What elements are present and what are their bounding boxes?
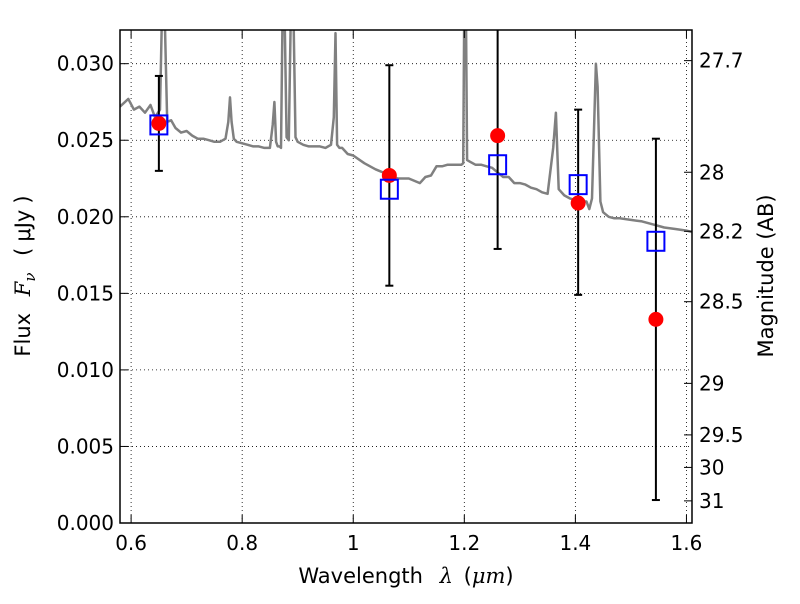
y-tick-label: 0.025 bbox=[57, 128, 114, 152]
x-axis-label-symbol: λ bbox=[439, 564, 453, 588]
observed-flux-point bbox=[570, 195, 586, 211]
model-flux-square bbox=[568, 174, 588, 196]
right-tick-label: 29.5 bbox=[699, 423, 744, 447]
y-tick-label: 0.015 bbox=[57, 281, 114, 305]
right-tick-label: 28 bbox=[699, 160, 724, 184]
right-axis-label: Magnitude (AB) bbox=[754, 194, 778, 357]
plot-area bbox=[120, 30, 692, 502]
right-tick-label: 30 bbox=[699, 455, 724, 479]
right-tick-label: 27.7 bbox=[699, 49, 744, 73]
right-tick-label: 28.2 bbox=[699, 219, 744, 243]
y-axis-label-unit: μJy bbox=[11, 210, 35, 242]
x-axis-label-unit: μm bbox=[472, 564, 506, 588]
y-axis-label: Flux Fν (μJy) bbox=[11, 195, 40, 356]
x-tick-label: 0.6 bbox=[115, 531, 147, 555]
model-flux-square bbox=[379, 178, 399, 200]
plot-frame bbox=[119, 29, 693, 524]
y-axis-label-text: Flux bbox=[11, 313, 35, 357]
x-tick-label: 1 bbox=[347, 531, 360, 555]
model-flux-square bbox=[646, 230, 666, 252]
y-tick-label: 0.005 bbox=[57, 434, 114, 458]
model-flux-square bbox=[149, 114, 169, 136]
x-axis-label-text: Wavelength bbox=[298, 564, 423, 588]
x-tick-label: 1.2 bbox=[448, 531, 480, 555]
observed-flux-point bbox=[151, 115, 167, 131]
y-tick-label: 0.010 bbox=[57, 358, 114, 382]
model-flux-square bbox=[488, 154, 508, 176]
x-tick-label: 1.4 bbox=[559, 531, 591, 555]
y-axis-label-symbol: F bbox=[11, 280, 35, 297]
observed-flux-point bbox=[490, 128, 506, 144]
right-tick-label: 31 bbox=[699, 489, 724, 513]
y-tick-label: 0.020 bbox=[57, 205, 114, 229]
grid-lines bbox=[120, 30, 692, 524]
observed-flux-point bbox=[648, 311, 664, 327]
x-tick-label: 1.6 bbox=[671, 531, 703, 555]
y-axis-label-subscript: ν bbox=[21, 273, 39, 282]
right-tick-label: 28.5 bbox=[699, 290, 744, 314]
tick-marks: 0.6 0.8 1 1.2 1.4 1.6 0.000 0.005 0.010 0.015 0.02… bbox=[57, 30, 744, 555]
y-tick-label: 0.030 bbox=[57, 52, 114, 76]
y-tick-label: 0.000 bbox=[57, 511, 114, 535]
x-tick-label: 0.8 bbox=[226, 531, 258, 555]
spectrum-line bbox=[120, 30, 692, 234]
right-tick-label: 29 bbox=[699, 371, 724, 395]
x-axis-label: Wavelength λ (μm) bbox=[298, 564, 513, 588]
